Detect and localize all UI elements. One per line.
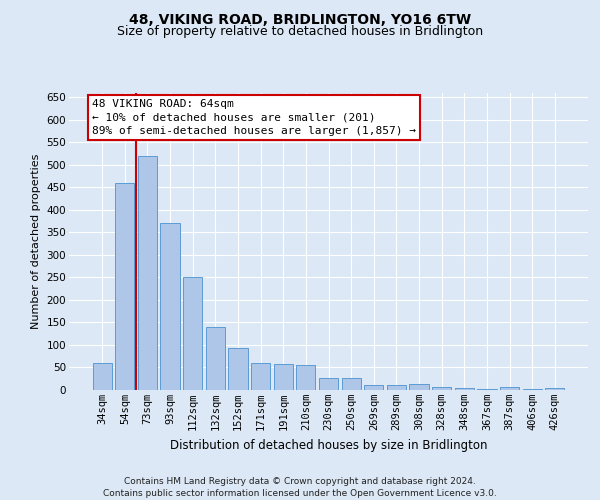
- Text: 48, VIKING ROAD, BRIDLINGTON, YO16 6TW: 48, VIKING ROAD, BRIDLINGTON, YO16 6TW: [129, 12, 471, 26]
- Bar: [115, 182, 134, 390]
- Bar: [523, 388, 542, 390]
- Bar: [455, 388, 474, 390]
- Bar: [500, 387, 519, 390]
- Bar: [319, 378, 338, 390]
- Bar: [364, 386, 383, 390]
- Bar: [545, 388, 565, 390]
- Bar: [296, 365, 316, 390]
- Bar: [341, 378, 361, 390]
- Bar: [274, 364, 293, 390]
- X-axis label: Distribution of detached houses by size in Bridlington: Distribution of detached houses by size …: [170, 438, 487, 452]
- Bar: [138, 156, 157, 390]
- Bar: [477, 388, 497, 390]
- Bar: [251, 363, 270, 390]
- Bar: [432, 387, 451, 390]
- Bar: [206, 327, 225, 390]
- Bar: [160, 223, 180, 390]
- Text: 48 VIKING ROAD: 64sqm
← 10% of detached houses are smaller (201)
89% of semi-det: 48 VIKING ROAD: 64sqm ← 10% of detached …: [92, 100, 416, 136]
- Text: Contains HM Land Registry data © Crown copyright and database right 2024.
Contai: Contains HM Land Registry data © Crown c…: [103, 476, 497, 498]
- Bar: [387, 386, 406, 390]
- Bar: [229, 348, 248, 390]
- Y-axis label: Number of detached properties: Number of detached properties: [31, 154, 41, 329]
- Bar: [92, 363, 112, 390]
- Bar: [183, 278, 202, 390]
- Text: Size of property relative to detached houses in Bridlington: Size of property relative to detached ho…: [117, 25, 483, 38]
- Bar: [409, 384, 428, 390]
